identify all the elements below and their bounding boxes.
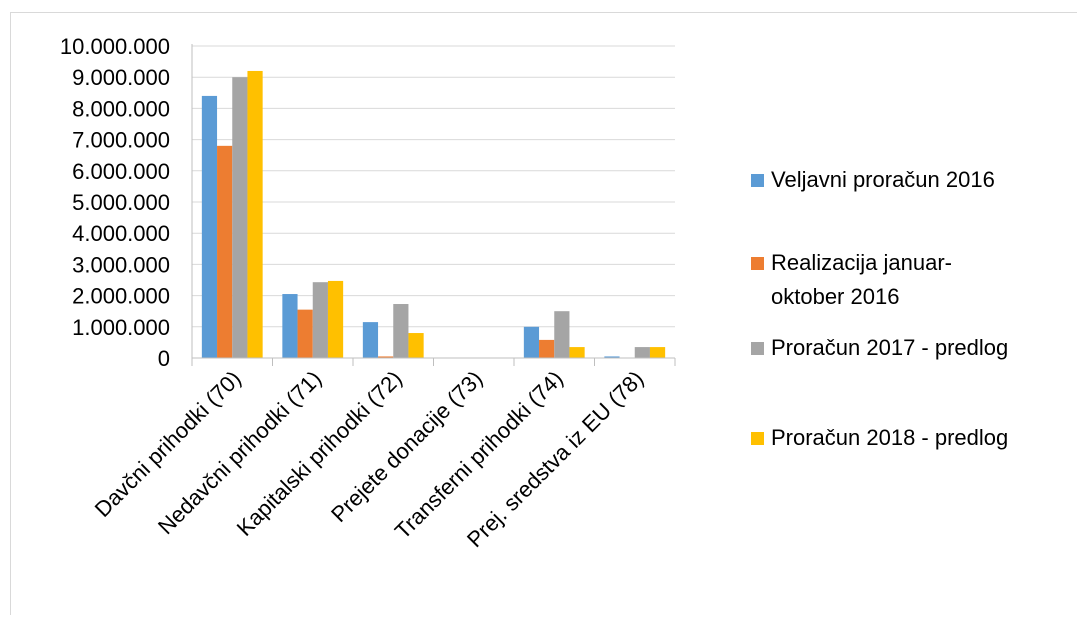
legend-swatch: [751, 257, 764, 270]
x-tick-label: Davčni prihodki (70): [90, 366, 246, 522]
x-tick-label: Nedavčni prihodki (71): [153, 366, 326, 539]
bar-nedavcni-prihodki-71-veljavni-proracun-2016: [282, 294, 298, 358]
y-tick-label: 7.000.000: [72, 128, 170, 153]
legend-label: Proračun 2018 - predlog: [771, 425, 1008, 450]
legend-item-realizacija-januar-oktober-2016: Realizacija januar-oktober 2016: [751, 250, 952, 309]
y-tick-label: 8.000.000: [72, 96, 170, 121]
x-tick-labels: Davčni prihodki (70)Nedavčni prihodki (7…: [90, 366, 649, 552]
bar-davcni-prihodki-70-proracun-2018-predlog: [247, 70, 263, 359]
legend: Veljavni proračun 2016 Realizacija januar…: [751, 167, 1008, 450]
bar-kapitalski-prihodki-72-realizacija-januar-oktober-2016: [378, 356, 394, 358]
legend-swatch: [751, 342, 764, 355]
y-tick-labels: 0 1.000.000 2.000.000 3.000.000 4.000.000 5.0…: [60, 34, 170, 371]
chart-frame: [10, 12, 1077, 615]
bars: [201, 70, 666, 359]
bar-prej-sredstva-iz-eu-78-veljavni-proracun-2016: [604, 356, 620, 358]
x-tick-label: Prejete donacije (73): [326, 366, 487, 527]
y-tick-label: 6.000.000: [72, 159, 170, 184]
y-tick-label: 1.000.000: [72, 315, 170, 340]
bar-transferni-prihodki-74-proracun-2018-predlog: [569, 347, 585, 358]
bar-nedavcni-prihodki-71-proracun-2017-predlog: [312, 282, 328, 358]
axes: [191, 44, 676, 366]
bar-transferni-prihodki-74-proracun-2017-predlog: [554, 311, 570, 358]
bar-nedavcni-prihodki-71-proracun-2018-predlog: [327, 280, 344, 358]
bar-prej-sredstva-iz-eu-78-proracun-2017-predlog: [634, 347, 650, 358]
bar-prej-sredstva-iz-eu-78-proracun-2018-predlog: [649, 347, 666, 358]
legend-item-proracun-2017-predlog: Proračun 2017 - predlog: [751, 335, 1008, 360]
bar-transferni-prihodki-74-realizacija-januar-oktober-2016: [539, 339, 555, 358]
bar-transferni-prihodki-74-veljavni-proracun-2016: [523, 326, 540, 358]
legend-swatch: [751, 174, 764, 187]
y-tick-label: 9.000.000: [72, 65, 170, 90]
x-tick-label: Kapitalski prihodki (72): [232, 366, 407, 541]
legend-item-veljavni-proracun-2016: Veljavni proračun 2016: [751, 167, 995, 192]
bar-davcni-prihodki-70-veljavni-proracun-2016: [201, 95, 218, 359]
y-tick-label: 10.000.000: [60, 34, 170, 59]
legend-label: oktober 2016: [771, 284, 899, 309]
y-tick-label: 5.000.000: [72, 190, 170, 215]
legend-label: Veljavni proračun 2016: [771, 167, 995, 192]
legend-label: Realizacija januar-: [771, 250, 952, 275]
bar-nedavcni-prihodki-71-realizacija-januar-oktober-2016: [297, 309, 313, 358]
bar-kapitalski-prihodki-72-veljavni-proracun-2016: [362, 322, 379, 358]
gridlines: [192, 45, 675, 328]
y-tick-label: 4.000.000: [72, 221, 170, 246]
bar-kapitalski-prihodki-72-proracun-2018-predlog: [408, 333, 424, 358]
legend-label: Proračun 2017 - predlog: [771, 335, 1008, 360]
bar-davcni-prihodki-70-proracun-2017-predlog: [232, 77, 248, 358]
bar-davcni-prihodki-70-realizacija-januar-oktober-2016: [217, 145, 233, 358]
y-tick-label: 3.000.000: [72, 252, 170, 277]
legend-item-proracun-2018-predlog: Proračun 2018 - predlog: [751, 425, 1008, 450]
y-tick-label: 0: [158, 346, 170, 371]
y-tick-label: 2.000.000: [72, 284, 170, 309]
bar-kapitalski-prihodki-72-proracun-2017-predlog: [393, 304, 409, 358]
legend-swatch: [751, 432, 764, 445]
